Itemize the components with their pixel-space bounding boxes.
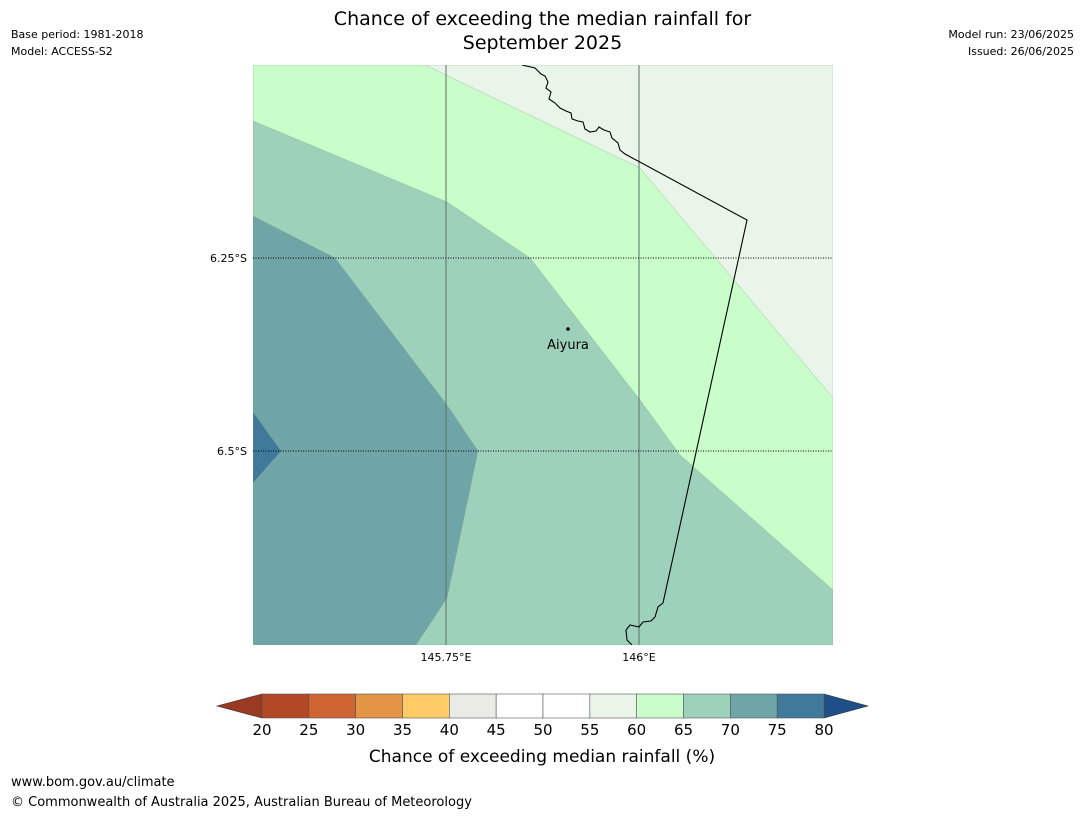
colorbar-segment [355, 693, 403, 719]
colorbar-segment [261, 693, 310, 719]
colorbar-segment [636, 693, 684, 719]
colorbar: 20 25 30 35 40 45 50 55 60 65 70 75 80 [215, 693, 870, 739]
colorbar-tick-label: 45 [487, 721, 506, 739]
metadata-right: Model run: 23/06/2025 Issued: 26/06/2025 [948, 26, 1074, 60]
colorbar-tick-label: 50 [533, 721, 552, 739]
footer-url: www.bom.gov.au/climate [11, 775, 175, 790]
colorbar-segment [542, 693, 591, 719]
colorbar-tick-label: 35 [393, 721, 412, 739]
title-line-2: September 2025 [462, 32, 623, 54]
coastline-border [521, 65, 748, 645]
colorbar-segment [776, 693, 825, 719]
colorbar-tick-label: 80 [814, 721, 833, 739]
colorbar-tick-label: 65 [674, 721, 693, 739]
colorbar-segment [308, 693, 356, 719]
colorbar-segment [730, 693, 778, 719]
colorbar-over-arrow [823, 693, 870, 719]
city-marker [566, 327, 570, 331]
colorbar-segment [402, 693, 450, 719]
city-label: Aiyura [547, 338, 589, 353]
rainfall-map-area [253, 65, 833, 645]
lon-label-145-75: 145.75°E [421, 651, 472, 664]
map-title: Chance of exceeding the median rainfall … [300, 7, 785, 55]
colorbar-segment [683, 693, 731, 719]
title-line-1: Chance of exceeding the median rainfall … [333, 8, 752, 30]
model-name: Model: ACCESS-S2 [11, 45, 113, 58]
lon-label-146: 146°E [622, 651, 655, 664]
base-period: Base period: 1981-2018 [11, 28, 144, 41]
colorbar-tick-label: 25 [299, 721, 318, 739]
colorbar-tick-label: 20 [252, 721, 271, 739]
band-70-75 [253, 215, 479, 645]
metadata-left: Base period: 1981-2018 Model: ACCESS-S2 [11, 26, 143, 60]
colorbar-tick-label: 70 [721, 721, 740, 739]
lat-label-6-5: 6.5°S [217, 445, 247, 458]
colorbar-segment [589, 693, 637, 719]
issued-date: Issued: 26/06/2025 [967, 45, 1074, 58]
colorbar-tick-label: 60 [627, 721, 646, 739]
colorbar-under-arrow [215, 693, 263, 719]
model-run: Model run: 23/06/2025 [948, 28, 1074, 41]
colorbar-caption: Chance of exceeding median rainfall (%) [369, 747, 715, 767]
colorbar-segment [449, 693, 497, 719]
band-75-80 [253, 411, 282, 484]
colorbar-segment [495, 693, 544, 719]
lat-label-6-25: 6.25°S [210, 252, 247, 265]
colorbar-tick-label: 30 [346, 721, 365, 739]
colorbar-tick-label: 55 [580, 721, 599, 739]
colorbar-tick-label: 40 [440, 721, 459, 739]
colorbar-tick-label: 75 [768, 721, 787, 739]
footer-copyright: © Commonwealth of Australia 2025, Austra… [11, 795, 472, 810]
